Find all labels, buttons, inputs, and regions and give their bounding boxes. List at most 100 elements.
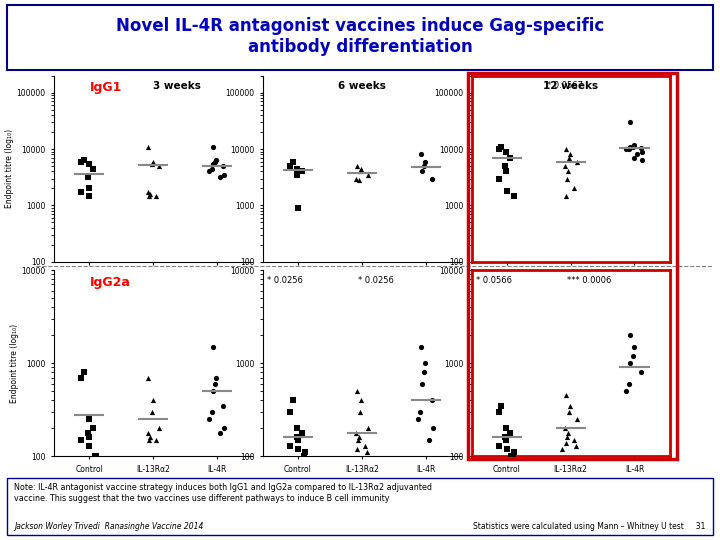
Point <box>359 441 371 450</box>
Point <box>83 159 94 168</box>
Point <box>560 438 572 447</box>
Point <box>76 188 87 197</box>
Point <box>621 387 632 395</box>
Point <box>87 424 99 433</box>
Point <box>203 415 215 423</box>
Point <box>287 396 298 404</box>
Point <box>507 452 518 461</box>
Point <box>495 143 507 151</box>
Point <box>500 147 512 156</box>
Text: * 0.0566: * 0.0566 <box>475 275 511 285</box>
Point <box>559 424 571 433</box>
Point <box>416 380 428 388</box>
Point <box>419 157 431 166</box>
Point <box>207 342 218 351</box>
Point <box>560 145 572 153</box>
Point <box>284 161 296 170</box>
Point <box>362 424 374 433</box>
Point <box>561 433 572 442</box>
Point <box>362 171 374 179</box>
Point <box>78 156 89 164</box>
Point <box>505 428 516 437</box>
Point <box>296 167 307 176</box>
Point <box>351 161 363 170</box>
Point <box>354 433 365 442</box>
Point <box>419 359 431 367</box>
Point <box>636 156 648 164</box>
Point <box>207 143 218 151</box>
Point <box>298 452 310 461</box>
Point <box>564 153 575 162</box>
Point <box>143 436 155 444</box>
Point <box>150 191 162 200</box>
Point <box>214 173 225 181</box>
Point <box>291 171 302 179</box>
Point <box>500 424 512 433</box>
Point <box>624 118 636 126</box>
Point <box>571 157 582 166</box>
Point <box>564 150 576 159</box>
Point <box>292 164 303 173</box>
Point <box>564 408 575 416</box>
Point <box>508 448 520 457</box>
Point <box>426 396 438 404</box>
Point <box>500 436 512 444</box>
Point <box>147 396 158 404</box>
Point <box>559 161 571 170</box>
Point <box>628 140 639 149</box>
Point <box>153 424 165 433</box>
Point <box>500 161 511 170</box>
Point <box>292 424 303 433</box>
Point <box>76 157 87 166</box>
Point <box>76 436 87 444</box>
Point <box>210 373 222 382</box>
Point <box>284 441 296 450</box>
Point <box>631 150 643 159</box>
Point <box>356 164 367 173</box>
Point <box>210 156 222 164</box>
Point <box>145 190 156 198</box>
Point <box>351 387 363 395</box>
Point <box>624 380 635 388</box>
Point <box>143 373 154 382</box>
Point <box>352 436 364 444</box>
Text: Novel IL-4R antagonist vaccines induce Gag-specific
antibody differentiation: Novel IL-4R antagonist vaccines induce G… <box>116 17 604 56</box>
Point <box>83 184 94 193</box>
Point <box>147 157 158 166</box>
Text: Statistics were calculated using Mann – Whitney U test     31: Statistics were calculated using Mann – … <box>473 522 706 531</box>
Text: 12 weeks: 12 weeks <box>543 81 598 91</box>
Point <box>210 380 221 388</box>
Point <box>418 368 430 376</box>
Point <box>78 368 89 376</box>
Point <box>636 147 648 156</box>
Point <box>627 143 639 151</box>
Point <box>412 415 423 423</box>
Point <box>206 164 217 173</box>
Point <box>153 161 165 170</box>
Point <box>629 153 640 162</box>
Point <box>207 387 219 395</box>
Point <box>287 157 298 166</box>
Point <box>628 342 639 351</box>
Point <box>416 167 428 176</box>
Point <box>355 167 366 176</box>
Point <box>146 159 158 168</box>
Text: 3 weeks: 3 weeks <box>153 81 201 91</box>
Text: * 0.0256: * 0.0256 <box>266 275 302 285</box>
Point <box>145 433 156 442</box>
Point <box>83 433 94 442</box>
Point <box>150 436 162 444</box>
Point <box>426 174 438 183</box>
Point <box>76 373 87 382</box>
Point <box>493 408 505 416</box>
Point <box>500 167 512 176</box>
Point <box>91 452 102 461</box>
Point <box>83 191 94 200</box>
Point <box>217 161 229 170</box>
Text: * 0.0256: * 0.0256 <box>358 275 394 285</box>
Point <box>415 342 427 351</box>
Point <box>562 167 574 176</box>
Point <box>351 428 362 437</box>
Point <box>508 191 520 200</box>
Point <box>292 204 303 212</box>
